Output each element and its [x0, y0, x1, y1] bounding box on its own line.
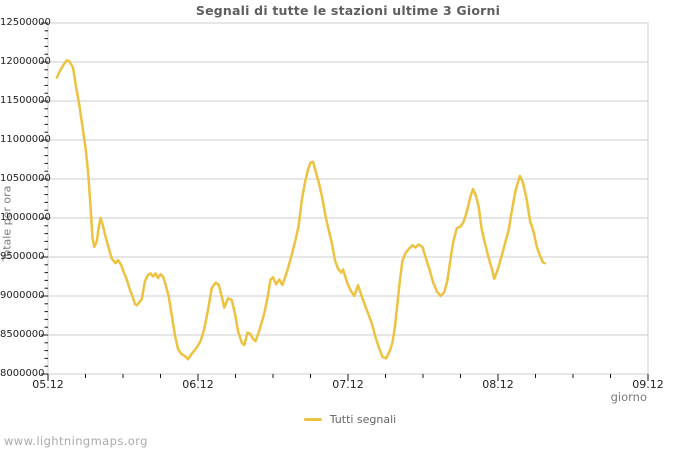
x-tick-label: 09.12	[632, 378, 664, 391]
series-line-tutti-segnali	[55, 59, 547, 361]
y-tick-label: 12500000	[0, 17, 51, 28]
y-tick-label: 10500000	[0, 173, 51, 184]
x-tick-label: 05.12	[32, 378, 64, 391]
legend: Tutti segnali	[0, 413, 700, 426]
legend-series-label: Tutti segnali	[329, 413, 397, 426]
y-tick-label: 10000000	[0, 212, 51, 223]
x-axis-title: giorno	[610, 390, 647, 404]
plot-frame	[47, 22, 649, 375]
chart-title: Segnali di tutte le stazioni ultime 3 Gi…	[195, 3, 501, 18]
x-tick-label: 06.12	[182, 378, 214, 391]
y-tick-label: 8500000	[0, 329, 45, 340]
x-tick-label: 08.12	[482, 378, 514, 391]
x-tick-label: 07.12	[332, 378, 364, 391]
y-tick-label: 12000000	[0, 56, 51, 67]
y-tick-label: 9500000	[0, 251, 45, 262]
y-tick-label: 8000000	[0, 368, 45, 379]
y-tick-label: 9000000	[0, 290, 45, 301]
watermark-link[interactable]: www.lightningmaps.org	[4, 434, 148, 448]
y-tick-label: 11000000	[0, 134, 51, 145]
y-tick-label: 11500000	[0, 95, 51, 106]
legend-line-swatch	[303, 418, 322, 421]
